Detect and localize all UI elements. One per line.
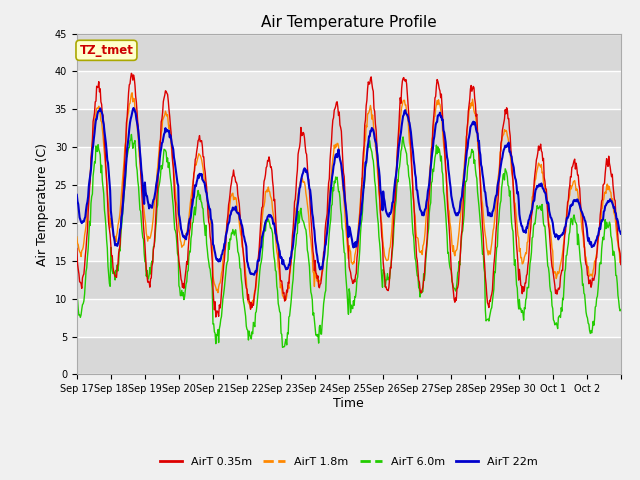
Bar bbox=[77, 147, 621, 185]
AirT 1.8m bbox=[138, 174, 145, 180]
Bar bbox=[77, 109, 621, 147]
AirT 6.0m bbox=[237, 276, 245, 282]
AirT 22m bbox=[73, 192, 81, 198]
AirT 6.0m bbox=[437, 158, 445, 164]
Bar bbox=[77, 223, 621, 261]
Text: TZ_tmet: TZ_tmet bbox=[79, 44, 133, 57]
AirT 6.0m bbox=[264, 216, 272, 222]
X-axis label: Time: Time bbox=[333, 397, 364, 410]
AirT 6.0m bbox=[138, 218, 145, 224]
Legend: AirT 0.35m, AirT 1.8m, AirT 6.0m, AirT 22m: AirT 0.35m, AirT 1.8m, AirT 6.0m, AirT 2… bbox=[156, 452, 542, 471]
AirT 1.8m bbox=[73, 234, 81, 240]
Bar bbox=[77, 185, 621, 223]
AirT 0.35m bbox=[406, 131, 414, 137]
AirT 1.8m bbox=[247, 306, 255, 312]
AirT 1.8m bbox=[285, 272, 293, 277]
AirT 0.35m bbox=[238, 236, 246, 242]
AirT 1.8m bbox=[406, 143, 414, 149]
AirT 22m bbox=[437, 114, 445, 120]
Title: Air Temperature Profile: Air Temperature Profile bbox=[261, 15, 436, 30]
AirT 0.35m bbox=[212, 314, 220, 320]
Line: AirT 0.35m: AirT 0.35m bbox=[77, 73, 621, 317]
AirT 22m bbox=[250, 272, 258, 278]
AirT 22m bbox=[130, 105, 138, 111]
AirT 22m bbox=[617, 231, 625, 237]
AirT 0.35m bbox=[265, 154, 273, 160]
AirT 0.35m bbox=[437, 95, 445, 100]
Bar bbox=[77, 34, 621, 72]
AirT 0.35m bbox=[285, 271, 293, 276]
AirT 1.8m bbox=[128, 90, 136, 96]
AirT 0.35m bbox=[127, 71, 135, 76]
AirT 6.0m bbox=[73, 294, 81, 300]
AirT 6.0m bbox=[127, 132, 135, 137]
AirT 1.8m bbox=[437, 106, 445, 112]
Bar bbox=[77, 299, 621, 336]
AirT 1.8m bbox=[617, 258, 625, 264]
AirT 22m bbox=[265, 212, 273, 218]
AirT 0.35m bbox=[73, 246, 81, 252]
AirT 22m bbox=[285, 262, 293, 268]
Line: AirT 22m: AirT 22m bbox=[77, 108, 621, 275]
AirT 6.0m bbox=[406, 183, 414, 189]
AirT 1.8m bbox=[237, 234, 245, 240]
AirT 1.8m bbox=[265, 188, 273, 194]
Bar bbox=[77, 261, 621, 299]
AirT 0.35m bbox=[617, 262, 625, 267]
Bar bbox=[77, 336, 621, 374]
Line: AirT 1.8m: AirT 1.8m bbox=[77, 93, 621, 309]
AirT 0.35m bbox=[138, 181, 145, 187]
Y-axis label: Air Temperature (C): Air Temperature (C) bbox=[36, 143, 49, 265]
AirT 22m bbox=[406, 124, 414, 130]
AirT 22m bbox=[138, 167, 145, 172]
AirT 22m bbox=[237, 221, 245, 227]
AirT 6.0m bbox=[278, 345, 286, 350]
Bar bbox=[77, 72, 621, 109]
Line: AirT 6.0m: AirT 6.0m bbox=[77, 134, 621, 348]
AirT 6.0m bbox=[285, 313, 293, 319]
AirT 6.0m bbox=[617, 307, 625, 312]
